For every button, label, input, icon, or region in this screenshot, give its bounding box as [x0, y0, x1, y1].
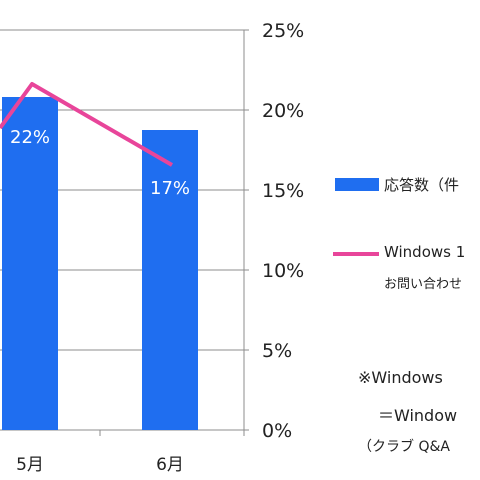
axes: 0% 5% 10% 15% 20% 25% 5月 6月	[16, 20, 304, 475]
note-line-3: （クラブ Q&A	[358, 439, 450, 455]
y-tick-label: 5%	[262, 340, 292, 362]
x-tick-label: 5月	[16, 455, 44, 475]
note-line-2: ＝Window	[378, 406, 458, 425]
note-line-1: ※Windows	[358, 368, 443, 387]
legend-bar-label: 応答数（件	[384, 176, 460, 194]
data-labels: 22% 17%	[10, 127, 190, 199]
legend-bar-swatch	[335, 178, 379, 191]
data-label-1: 22%	[10, 127, 50, 148]
y-tick-label: 15%	[262, 180, 304, 202]
legend-line-label: Windows 1	[384, 243, 466, 261]
x-tick-label: 6月	[156, 455, 184, 475]
y-tick-label: 25%	[262, 20, 304, 42]
line-path	[0, 82, 174, 167]
legend-line-swatch	[333, 252, 379, 256]
data-label-2: 17%	[150, 178, 190, 199]
bar-2	[142, 130, 198, 430]
line-series	[0, 82, 174, 167]
bar-series	[2, 97, 198, 430]
legend-line-sublabel: お問い合わせ	[384, 277, 463, 292]
y-tick-label: 10%	[262, 260, 304, 282]
y-tick-label: 20%	[262, 100, 304, 122]
bar-1	[2, 97, 58, 430]
y-tick-label: 0%	[262, 420, 292, 442]
